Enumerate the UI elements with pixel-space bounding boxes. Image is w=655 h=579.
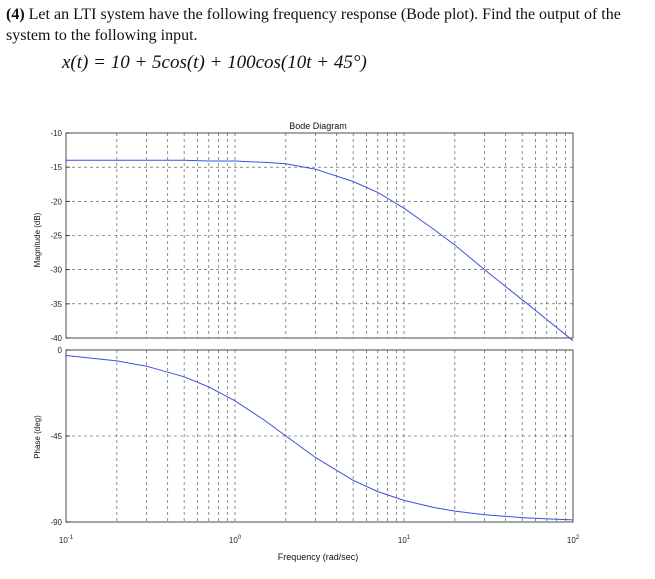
x-tick-label: 100 <box>229 535 242 545</box>
magnitude-frame <box>65 132 574 339</box>
magnitude-ytick-label: -30 <box>50 266 62 275</box>
phase-axis-label: Phase (deg) <box>33 415 42 459</box>
chart-title: Bode Diagram <box>289 121 347 131</box>
phase-ytick-label: 0 <box>58 346 63 355</box>
problem-statement: (4) Let an LTI system have the following… <box>6 4 646 46</box>
phase-panel: 0 -45 -90 <box>50 346 574 527</box>
magnitude-ytick-label: -15 <box>50 163 62 172</box>
magnitude-panel: -10 -15 -20 -25 -30 -35 -40 <box>50 129 574 343</box>
magnitude-ytick-label: -35 <box>50 300 62 309</box>
frequency-axis-label: Frequency (rad/sec) <box>278 552 359 562</box>
x-tick-labels: 10-1 100 101 102 <box>59 535 580 545</box>
problem-number: (4) <box>6 6 25 23</box>
phase-frame <box>65 349 574 523</box>
phase-ytick-label: -90 <box>50 518 62 527</box>
phase-ytick-label: -45 <box>50 432 62 441</box>
input-signal-equation: x(t) = 10 + 5cos(t) + 100cos(10t + 45°) <box>62 52 367 74</box>
magnitude-ytick-label: -40 <box>50 334 62 343</box>
x-tick-label: 101 <box>398 535 411 545</box>
phase-series-line <box>65 355 574 521</box>
problem-text: Let an LTI system have the following fre… <box>6 6 621 44</box>
equation-text: x(t) = 10 + 5cos(t) + 100cos(10t + 45°) <box>62 52 367 73</box>
magnitude-axis-label: Magnitude (dB) <box>33 212 42 267</box>
x-tick-label: 10-1 <box>59 535 74 545</box>
magnitude-ytick-label: -20 <box>50 197 62 206</box>
x-tick-label: 102 <box>567 535 580 545</box>
magnitude-ytick-label: -10 <box>50 129 62 138</box>
magnitude-ytick-label: -25 <box>50 232 62 241</box>
magnitude-series-line <box>66 159 574 342</box>
